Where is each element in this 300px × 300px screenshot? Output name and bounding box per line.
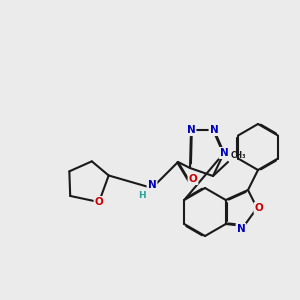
Text: O: O	[255, 203, 263, 213]
Text: O: O	[189, 174, 197, 184]
Text: H: H	[138, 191, 146, 200]
Text: N: N	[187, 125, 195, 135]
Text: N: N	[210, 125, 218, 135]
Text: N: N	[237, 224, 245, 234]
Text: N: N	[148, 180, 156, 190]
Text: N: N	[220, 148, 228, 158]
Text: CH₃: CH₃	[231, 151, 247, 160]
Text: O: O	[94, 197, 103, 207]
